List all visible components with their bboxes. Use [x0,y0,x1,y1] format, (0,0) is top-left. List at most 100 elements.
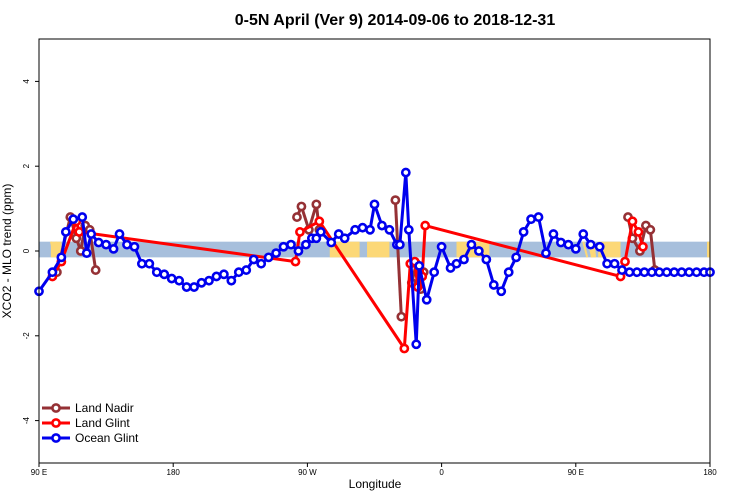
series-ocean-glint-point [159,269,170,280]
series-ocean-glint-point [676,267,687,278]
series-ocean-glint-point [218,269,229,280]
series-ocean-glint-point [166,273,177,284]
series-ocean-glint-point [421,294,432,305]
series-ocean-glint-point [350,224,361,235]
series-ocean-glint-point [278,241,289,252]
legend-label: Land Nadir [75,401,134,415]
series-ocean-glint-point [594,241,605,252]
series-ocean-glint-point [609,258,620,269]
series-ocean-glint-point [570,243,581,254]
series-ocean-glint-point [400,167,411,178]
series-ocean-glint-point [691,267,702,278]
series-land-glint-point [627,216,638,227]
series-ocean-glint-point [293,246,304,256]
land-band-4 [590,241,596,258]
chart-title: 0-5N April (Ver 9) 2014-09-06 to 2018-12… [235,12,556,29]
series-ocean-glint-point [56,252,67,263]
series-ocean-glint-point [189,282,199,292]
series-ocean-glint-point [503,267,514,278]
x-axis: 90 E 180 90 W 0 90 E 180 [31,463,717,477]
series-land-glint-point [620,256,630,267]
series-ocean-glint-point [136,258,147,269]
series-ocean-glint-point [181,282,192,292]
series-land-nadir-point [396,311,407,322]
series-ocean-glint-point [196,277,207,288]
series-ocean-glint-point [555,237,566,248]
legend-marker [51,433,61,443]
series-ocean-glint-point [93,237,104,248]
series-ocean-glint-point [174,275,185,286]
series-ocean-glint-point [77,212,88,222]
legend-marker [51,403,61,413]
series-land-glint-point [420,220,431,231]
land-band-6 [707,241,710,258]
series-ocean-glint-point [47,267,58,278]
land-band-2 [367,241,390,258]
series-ocean-glint-point [429,267,440,278]
series-ocean-glint-point [129,241,140,252]
series-ocean-glint-point [518,227,529,237]
series-land-nadir-point [390,195,401,206]
series-ocean-glint-point [211,271,222,282]
y-axis-label: XCO2 - MLO trend (ppm) [0,184,14,319]
x-tick-label: 90 E [568,468,584,477]
x-tick-label: 90 E [31,468,47,477]
series-ocean-glint-point [339,233,350,244]
series-ocean-glint-point [511,252,522,263]
series-ocean-glint-point [357,222,368,233]
series-ocean-glint-point [263,252,274,263]
series-ocean-glint-point [617,265,627,275]
x-tick-label: 180 [167,468,181,477]
series-ocean-glint-point [602,258,613,269]
series-ocean-glint-point [414,260,425,271]
series-ocean-glint-point [639,267,650,278]
series-ocean-glint-point [632,267,642,278]
series-ocean-glint-point [661,267,672,278]
x-tick-label: 90 W [298,468,317,477]
series-ocean-glint-point [394,239,405,250]
series-ocean-glint-point [226,275,237,286]
series-ocean-glint-point [101,239,111,250]
series-ocean-glint-point [256,258,267,269]
series-ocean-glint-point [496,286,507,297]
series-ocean-glint-point [466,239,477,250]
series-ocean-glint-point [248,254,259,265]
legend-marker [51,418,61,428]
series-ocean-glint-point [473,246,484,256]
y-tick-label: -2 [22,332,31,340]
series-ocean-glint-point [271,248,281,259]
series-ocean-glint-point [526,214,536,225]
series-ocean-glint-point [578,229,589,239]
series-ocean-glint-point [241,265,252,275]
series-ocean-glint-point [684,267,695,278]
series-ocean-glint-point [233,267,244,278]
series-ocean-glint-point [144,258,155,269]
series-ocean-glint-point [315,227,326,237]
series-ocean-glint-point [286,239,296,250]
series-ocean-glint-point [459,254,469,265]
series-land-nadir-point [645,224,656,235]
y-tick-label: 0 [22,248,31,253]
series-land-nadir-point [296,201,307,212]
series-ocean-glint-point [122,239,132,250]
series-ocean-glint-point [585,239,596,250]
series-ocean-glint-point [384,224,395,235]
series-ocean-glint-point [654,267,665,278]
series-layer [34,167,715,354]
series-land-glint-point [314,216,325,227]
series-ocean-glint-point [377,220,387,231]
x-tick-label: 180 [703,468,717,477]
series-ocean-glint-point [548,229,559,239]
series-land-glint-point [633,227,644,237]
series-ocean-glint-point [369,199,380,210]
series-land-nadir-line-2 [393,200,403,317]
series-ocean-glint-point [411,339,422,350]
series-ocean-glint-point [68,214,79,225]
series-ocean-glint-point [86,229,97,239]
series-land-glint-point [295,227,305,237]
series-land-glint-point [399,343,410,354]
y-tick-label: 2 [22,163,31,168]
series-land-nadir-point [90,265,101,275]
y-tick-label: 4 [22,79,31,84]
